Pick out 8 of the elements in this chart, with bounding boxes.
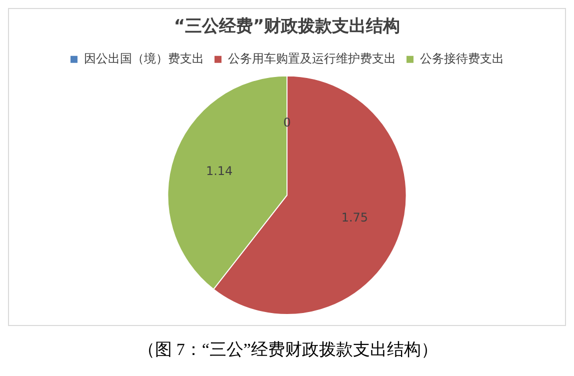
data-label: 1.75 bbox=[341, 210, 368, 225]
legend-label: 公务用车购置及运行维护费支出 bbox=[228, 52, 396, 66]
data-label: 1.14 bbox=[206, 164, 233, 178]
legend-label: 公务接待费支出 bbox=[420, 52, 504, 66]
text: 0 bbox=[283, 116, 291, 130]
legend-label: 因公出国（境）费支出 bbox=[84, 52, 204, 66]
chart-title: “三公经费”财政拨款支出结构 bbox=[174, 16, 400, 37]
text: （图 7：“三公”经费财政拨款支出结构） bbox=[137, 339, 439, 361]
